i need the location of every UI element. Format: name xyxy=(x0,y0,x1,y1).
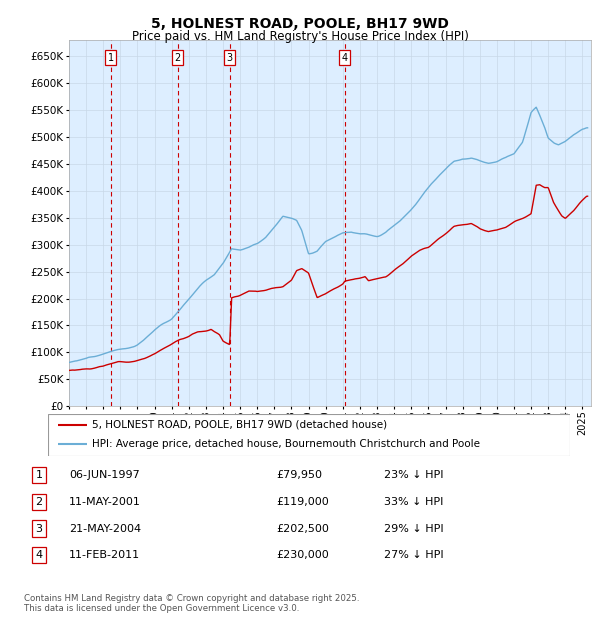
Text: 3: 3 xyxy=(35,523,43,534)
Text: £230,000: £230,000 xyxy=(276,550,329,560)
Text: 21-MAY-2004: 21-MAY-2004 xyxy=(69,523,141,534)
Text: £79,950: £79,950 xyxy=(276,470,322,480)
Text: 2: 2 xyxy=(35,497,43,507)
Text: 23% ↓ HPI: 23% ↓ HPI xyxy=(384,470,443,480)
Text: 06-JUN-1997: 06-JUN-1997 xyxy=(69,470,140,480)
Text: 4: 4 xyxy=(342,53,348,63)
Text: 1: 1 xyxy=(107,53,114,63)
Text: 1: 1 xyxy=(35,470,43,480)
Text: HPI: Average price, detached house, Bournemouth Christchurch and Poole: HPI: Average price, detached house, Bour… xyxy=(92,440,481,450)
Text: 27% ↓ HPI: 27% ↓ HPI xyxy=(384,550,443,560)
Text: 2: 2 xyxy=(175,53,181,63)
Text: 11-MAY-2001: 11-MAY-2001 xyxy=(69,497,141,507)
Text: 5, HOLNEST ROAD, POOLE, BH17 9WD (detached house): 5, HOLNEST ROAD, POOLE, BH17 9WD (detach… xyxy=(92,420,388,430)
Text: 29% ↓ HPI: 29% ↓ HPI xyxy=(384,523,443,534)
Text: £119,000: £119,000 xyxy=(276,497,329,507)
Text: 3: 3 xyxy=(227,53,233,63)
Text: 5, HOLNEST ROAD, POOLE, BH17 9WD: 5, HOLNEST ROAD, POOLE, BH17 9WD xyxy=(151,17,449,31)
Text: Contains HM Land Registry data © Crown copyright and database right 2025.: Contains HM Land Registry data © Crown c… xyxy=(24,594,359,603)
Text: 4: 4 xyxy=(35,550,43,560)
Text: 33% ↓ HPI: 33% ↓ HPI xyxy=(384,497,443,507)
Text: Price paid vs. HM Land Registry's House Price Index (HPI): Price paid vs. HM Land Registry's House … xyxy=(131,30,469,43)
Text: £202,500: £202,500 xyxy=(276,523,329,534)
Text: 11-FEB-2011: 11-FEB-2011 xyxy=(69,550,140,560)
Text: This data is licensed under the Open Government Licence v3.0.: This data is licensed under the Open Gov… xyxy=(24,604,299,613)
